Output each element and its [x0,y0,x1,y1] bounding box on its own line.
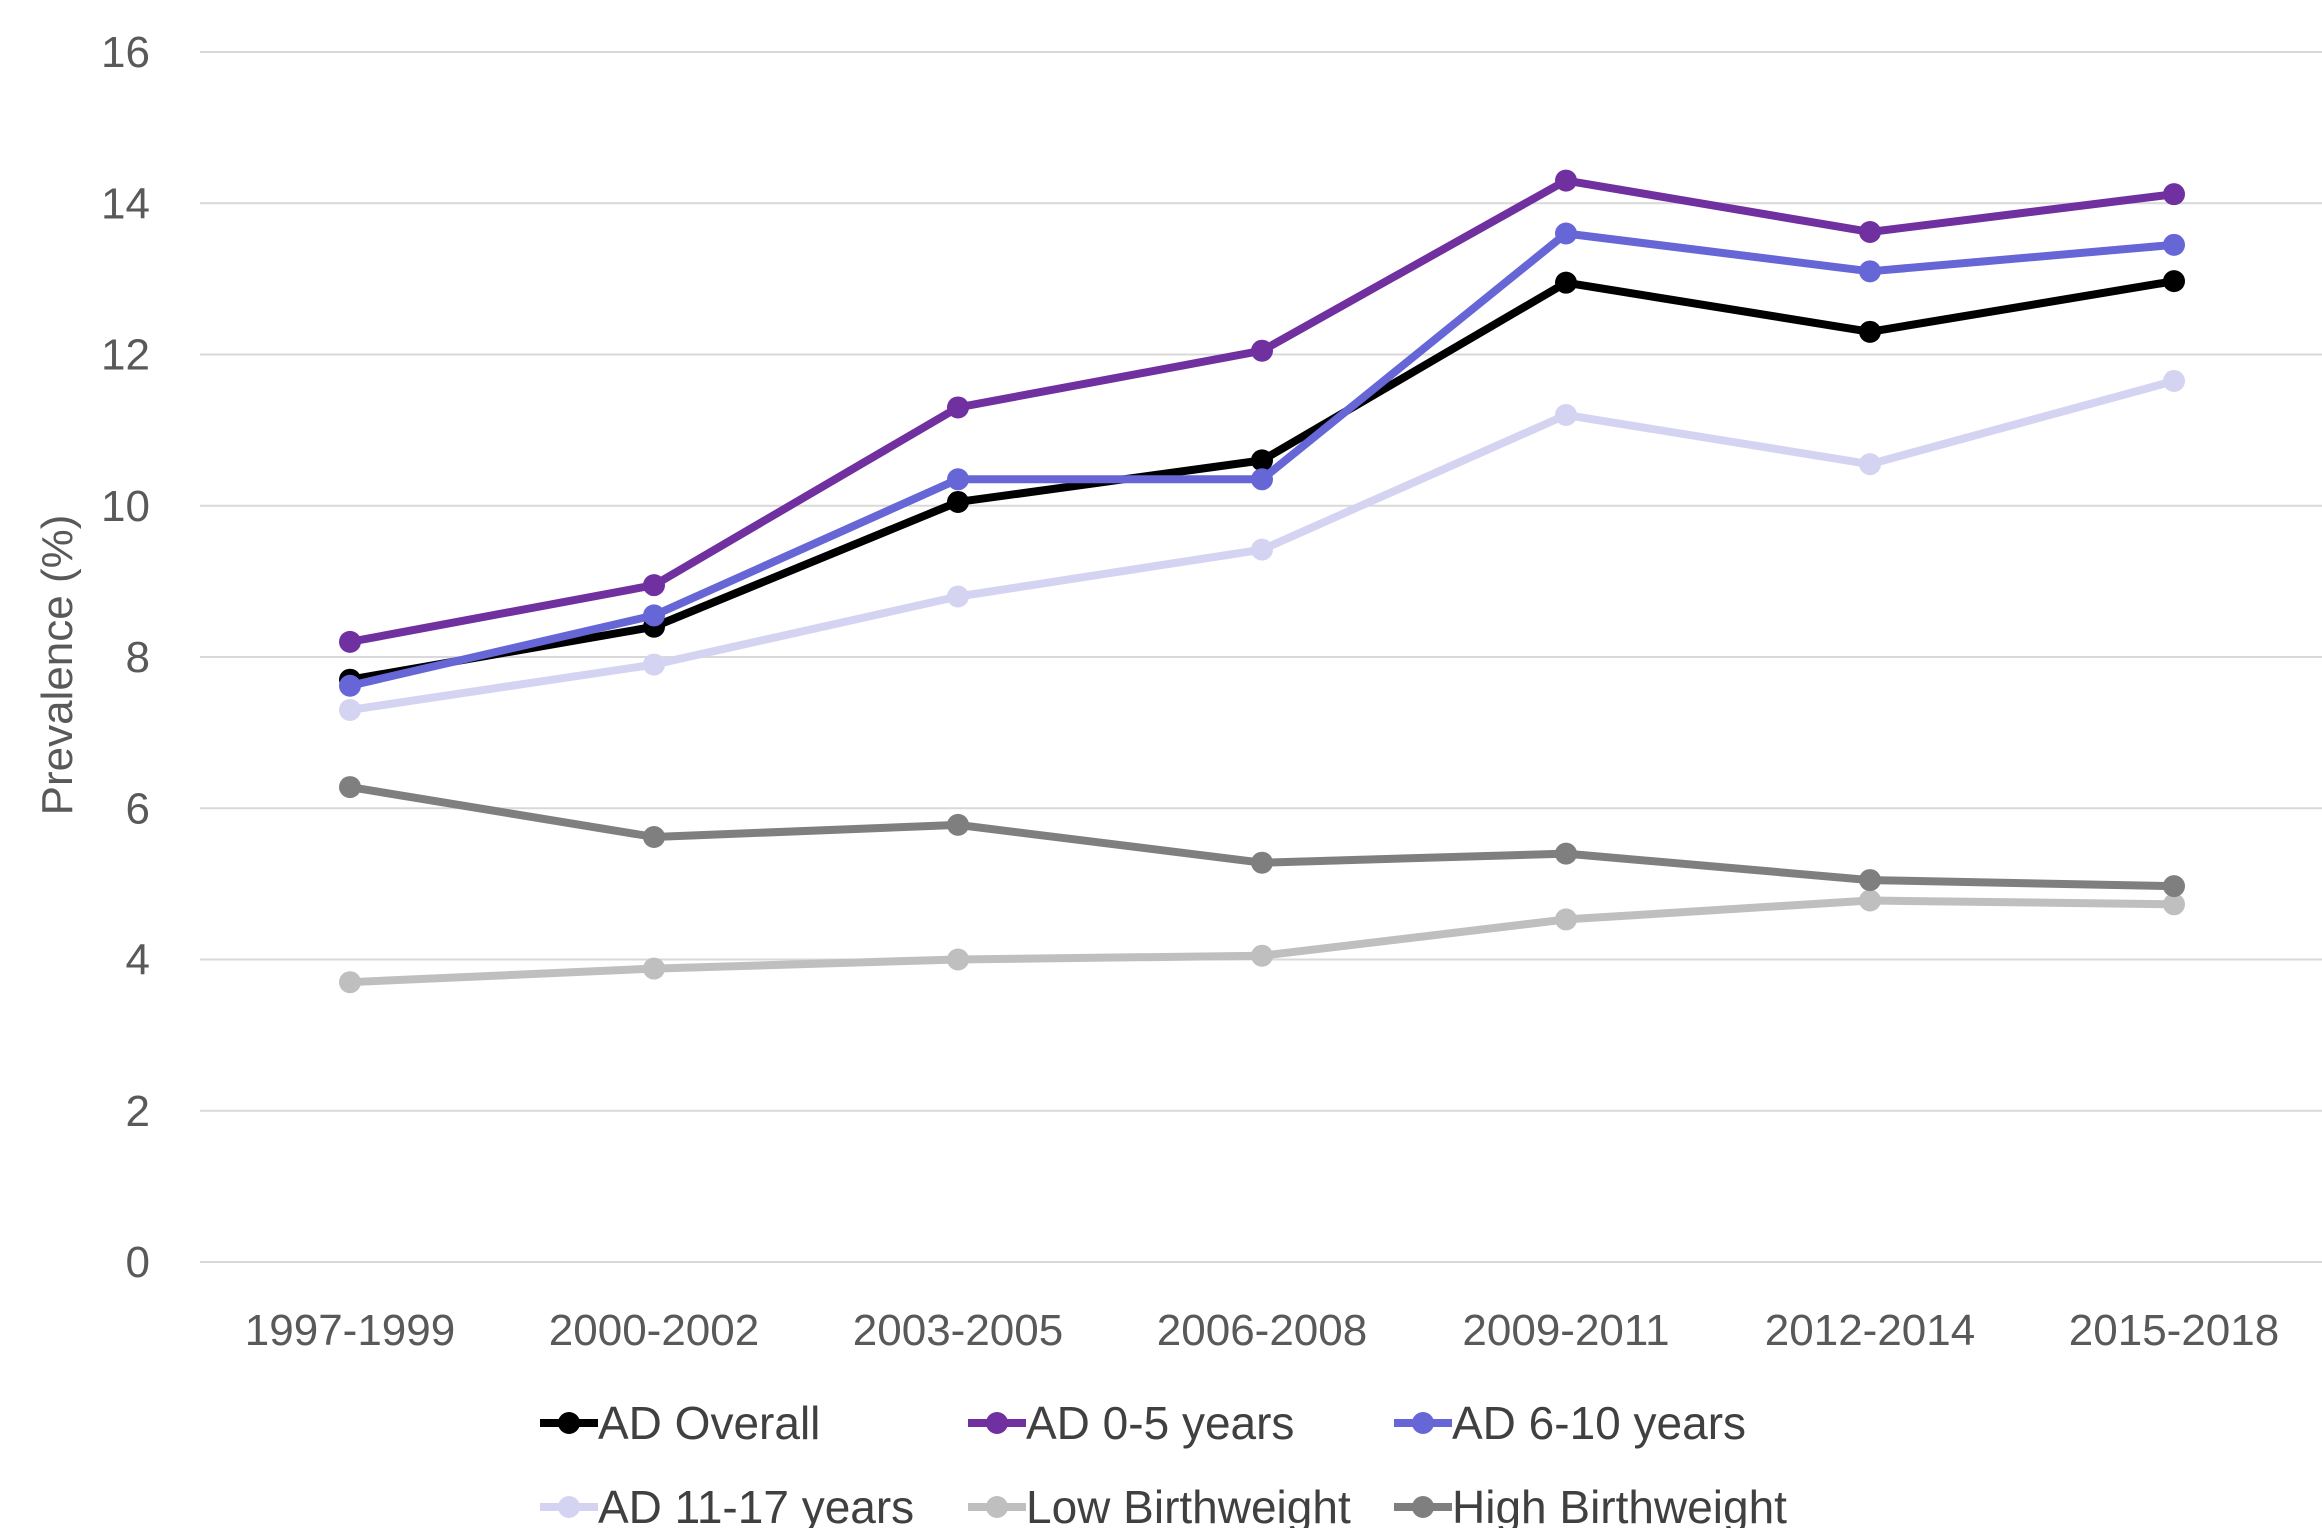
x-tick-label: 2015-2018 [2069,1306,2279,1355]
legend-swatch-marker [558,1496,580,1518]
data-point [2163,183,2185,206]
legend-item: AD 0-5 years [968,1397,1294,1449]
data-point [2163,270,2185,293]
x-tick-label: 2003-2005 [853,1306,1063,1355]
legend-item: AD 11-17 years [540,1481,914,1528]
y-tick-label: 2 [126,1087,150,1136]
data-point [947,396,969,419]
data-point [1251,339,1273,362]
data-point [339,698,361,721]
data-point [1251,944,1273,967]
x-tick-label: 2000-2002 [549,1306,759,1355]
data-point [1555,908,1577,931]
legend-label: High Birthweight [1452,1481,1787,1528]
legend-label: AD 6-10 years [1452,1397,1746,1449]
data-point [1251,538,1273,561]
data-point [643,957,665,980]
series-ad-11-17-years [339,369,2185,721]
data-point [947,813,969,836]
data-point [1859,869,1881,892]
series-line [346,176,2178,646]
data-point [2163,233,2185,256]
y-tick-label: 4 [126,936,150,985]
legend-swatch-marker [986,1496,1008,1518]
y-tick-label: 10 [101,482,150,531]
data-point [1555,222,1577,245]
data-point [1251,851,1273,874]
data-point [2163,893,2185,916]
legend-swatch-marker [558,1412,580,1434]
data-point [1251,449,1273,472]
y-axis-ticks: 0 2 4 6 8 10 12 14 16 [101,28,150,1287]
data-point [643,653,665,676]
data-point [1859,320,1881,343]
legend-swatch-marker [1412,1496,1434,1518]
data-point [1859,260,1881,283]
legend-swatch-marker [1412,1412,1434,1434]
data-point [1859,453,1881,476]
y-tick-label: 14 [101,179,150,228]
legend-label: AD Overall [598,1397,820,1449]
legend-label: AD 11-17 years [598,1481,914,1528]
data-point [947,585,969,608]
data-point [1555,169,1577,192]
x-tick-label: 2006-2008 [1157,1306,1367,1355]
x-axis-ticks: 1997-1999 2000-2002 2003-2005 2006-2008 2009… [245,1306,2279,1355]
legend-label: AD 0-5 years [1026,1397,1294,1449]
legend-label: Low Birthweight [1026,1481,1351,1528]
data-point [2163,875,2185,898]
data-point [339,674,361,697]
y-tick-label: 8 [126,633,150,682]
series-high-birthweight [339,776,2185,898]
legend-swatch-marker [986,1412,1008,1434]
y-tick-label: 6 [126,784,150,833]
data-point [1859,220,1881,243]
data-point [643,604,665,627]
data-point [947,468,969,491]
data-point [2163,369,2185,392]
data-point [643,574,665,597]
series-line [346,896,2178,987]
y-axis-title: Prevalence (%) [33,515,82,816]
data-point [643,825,665,848]
series-ad-6-10-years [339,222,2185,697]
data-point [1859,889,1881,912]
x-tick-label: 1997-1999 [245,1306,455,1355]
data-point [1555,404,1577,426]
series-layer [339,169,2185,994]
x-tick-label: 2012-2014 [1765,1306,1975,1355]
series-low-birthweight [339,889,2185,994]
y-tick-label: 0 [126,1238,150,1287]
data-point [947,490,969,513]
series-ad-0-5-years [339,169,2185,653]
legend-item: Low Birthweight [968,1481,1351,1528]
legend-item: High Birthweight [1394,1481,1787,1528]
data-point [339,971,361,994]
x-tick-label: 2009-2011 [1462,1306,1669,1355]
y-tick-label: 12 [101,331,150,380]
data-point [1555,271,1577,294]
data-point [1555,842,1577,865]
data-point [339,630,361,653]
gridlines [200,51,2322,1263]
data-point [339,776,361,799]
data-point [947,948,969,971]
legend: AD Overall AD 0-5 years AD 6-10 years AD 11… [540,1397,1787,1528]
legend-item: AD Overall [540,1397,820,1449]
legend-item: AD 6-10 years [1394,1397,1746,1449]
data-point [1251,468,1273,491]
y-tick-label: 16 [101,28,150,77]
